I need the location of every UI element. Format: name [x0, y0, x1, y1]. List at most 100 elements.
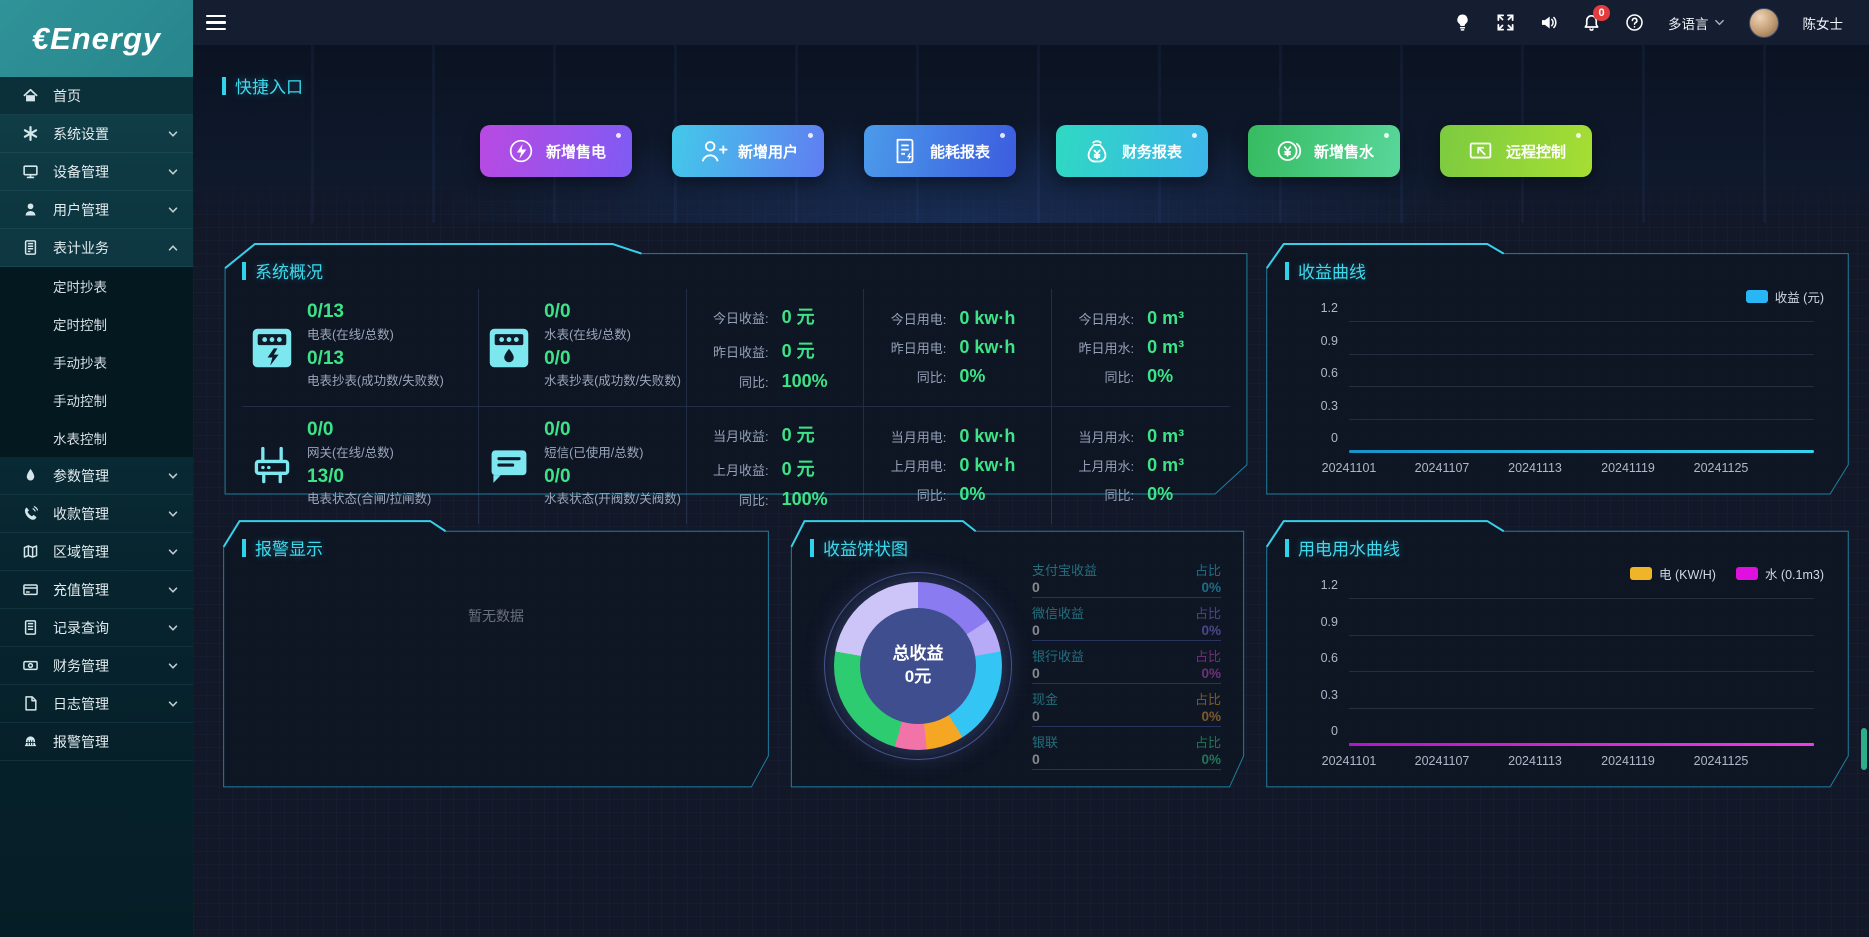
- meter-info: 0/0 短信(已使用/总数) 0/0 水表状态(开阀数/关阀数): [544, 419, 681, 513]
- sidebar-item-4[interactable]: 表计业务: [0, 229, 193, 267]
- y-axis-tick: 0.6: [1320, 366, 1338, 380]
- legend-label: 电 (KW/H): [1659, 568, 1716, 582]
- sidebar-subitem-6[interactable]: 定时控制: [0, 305, 193, 343]
- quick-entry-title: 快捷入口: [222, 73, 1850, 98]
- fullscreen-icon[interactable]: [1496, 13, 1515, 32]
- usage-curve-title-text: 用电用水曲线: [1298, 540, 1400, 559]
- sidebar-item-label: 报警管理: [53, 733, 109, 750]
- sidebar-subitem-8[interactable]: 手动控制: [0, 381, 193, 419]
- sidebar-item-15[interactable]: 财务管理: [0, 647, 193, 685]
- sidebar-subitem-7[interactable]: 手动抄表: [0, 343, 193, 381]
- username: 陈女士: [1802, 16, 1844, 32]
- quick-button-5[interactable]: 远程控制: [1440, 125, 1592, 177]
- sms-icon: [487, 444, 531, 488]
- meter-card: 0/13 电表(在线/总数) 0/13 电表抄表(成功数/失败数): [242, 289, 480, 407]
- donut-chart: 总收益 0元: [824, 571, 1012, 760]
- chart-plot: 0 0.3 0.6 0.9 1.2 20241101 20241107 20241113 202…: [1321, 301, 1814, 475]
- sidebar-item-2[interactable]: 设备管理: [0, 153, 193, 191]
- pie-legend-bottom: 0 0%: [1032, 751, 1221, 770]
- quick-button-4[interactable]: 新增售水: [1248, 125, 1400, 177]
- sidebar-item-label: 手动控制: [53, 394, 107, 409]
- sidebar-item-16[interactable]: 日志管理: [0, 685, 193, 723]
- sidebar-item-label: 用户管理: [53, 201, 109, 218]
- app-logo: €Energy: [0, 0, 193, 77]
- pie-legend-ratio-label: 占比: [1194, 606, 1221, 621]
- stat-label: 上月用水:: [1078, 459, 1135, 474]
- pie-legend-value: 0: [1032, 622, 1040, 638]
- sidebar-item-3[interactable]: 用户管理: [0, 191, 193, 229]
- pie-legend-bottom: 0 0%: [1032, 622, 1221, 641]
- sidebar-item-0[interactable]: 首页: [0, 77, 193, 115]
- stat-group-rows: 今日用水: 0 m³ 昨日用水: 0 m³ 同比: 0%: [1060, 300, 1222, 395]
- quick-button-label: 财务报表: [1121, 143, 1182, 161]
- speaker-icon[interactable]: [1539, 13, 1558, 32]
- pie-center-value: 0元: [904, 666, 932, 686]
- stat-row: 今日用水: 0 m³: [1060, 308, 1222, 329]
- stat-row: 上月用水: 0 m³: [1060, 455, 1222, 476]
- map-icon: [22, 543, 39, 560]
- sidebar-subitem-9[interactable]: 水表控制: [0, 419, 193, 457]
- sidebar-subitem-5[interactable]: 定时抄表: [0, 267, 193, 305]
- quick-button-3[interactable]: 财务报表: [1056, 125, 1208, 177]
- quick-button-2[interactable]: 能耗报表: [864, 125, 1016, 177]
- x-axis-tick: 20241101: [1321, 754, 1377, 768]
- bell-icon[interactable]: 0: [1582, 5, 1610, 32]
- chevron-down-icon: [167, 204, 179, 216]
- sidebar-item-label: 表计业务: [53, 239, 109, 256]
- sidebar-item-14[interactable]: 记录查询: [0, 609, 193, 647]
- quick-button-label: 新增售水: [1313, 143, 1374, 161]
- pie-legend-label: 微信收益: [1032, 606, 1085, 621]
- help-icon[interactable]: [1625, 13, 1644, 32]
- sidebar-item-17[interactable]: 报警管理: [0, 723, 193, 761]
- pie-legend-ratio-label: 占比: [1194, 563, 1221, 578]
- pie-legend-label: 银行收益: [1032, 649, 1085, 664]
- quick-button-1[interactable]: 新增用户: [672, 125, 824, 177]
- gridline: [1349, 598, 1814, 599]
- sidebar-item-label: 收款管理: [53, 505, 109, 522]
- pie-legend-row: 支付宝收益 占比 0 0%: [1032, 560, 1221, 598]
- stat-group: 当月收益: 0 元上月收益: 0 元同比: 100%: [687, 407, 865, 524]
- scrollbar-thumb[interactable]: [1861, 728, 1867, 770]
- revenue-pie-panel: 收益饼状图 总收益 0元 支付宝收益 占比 0 0% 微信收益 占比 0 0% 银行收益 占比 0 0…: [790, 520, 1245, 788]
- quick-button-0[interactable]: 新增售电: [480, 125, 632, 177]
- sidebar-item-11[interactable]: 收款管理: [0, 495, 193, 533]
- stat-label: 昨日用电:: [890, 341, 947, 356]
- bulb-icon[interactable]: [1453, 13, 1472, 32]
- chevron-down-icon: [167, 470, 179, 482]
- sidebar-item-10[interactable]: 参数管理: [0, 457, 193, 495]
- coin-yuan-icon: [1274, 136, 1304, 166]
- series-line: [1349, 449, 1814, 453]
- pie-legend-ratio-value: 0%: [1201, 666, 1221, 681]
- meter-label: 电表抄表(成功数/失败数): [307, 374, 444, 389]
- avatar[interactable]: [1748, 7, 1779, 38]
- sidebar-item-label: 定时控制: [53, 318, 107, 333]
- usage-curve-title: 用电用水曲线: [1285, 535, 1830, 560]
- y-axis-tick: 0.6: [1320, 651, 1338, 665]
- pie-legend-ratio-value: 0%: [1201, 709, 1221, 724]
- chart-legend: 电 (KW/H) 水 (0.1m3): [1285, 564, 1824, 583]
- pie-legend-row: 现金 占比 0 0%: [1032, 689, 1221, 727]
- legend-swatch: [1745, 290, 1768, 303]
- gridline: [1349, 634, 1814, 636]
- meter-value: 0/13: [307, 300, 344, 322]
- stat-row: 同比: 0%: [1060, 484, 1222, 505]
- monitor-icon: [22, 163, 39, 180]
- phone-icon: [22, 505, 39, 522]
- stat-label: 同比:: [916, 488, 947, 503]
- stat-label: 上月用电:: [890, 459, 947, 474]
- menu-icon[interactable]: [206, 14, 226, 31]
- stat-value: 0 kw·h: [959, 455, 1016, 475]
- report-icon: [890, 136, 920, 166]
- chevron-down-icon: [167, 584, 179, 596]
- revenue-chart: 收益 (元) 0 0.3 0.6 0.9 1.2 20241101 20241107 20241…: [1285, 283, 1830, 480]
- sidebar-item-12[interactable]: 区域管理: [0, 533, 193, 571]
- x-axis-tick: 20241125: [1693, 754, 1749, 768]
- pie-legend-top: 微信收益 占比: [1032, 603, 1221, 622]
- quick-button-label: 新增用户: [737, 143, 798, 161]
- sidebar-item-1[interactable]: 系统设置: [0, 115, 193, 153]
- gridline: [1349, 321, 1814, 322]
- pie-legend-top: 银联 占比: [1032, 732, 1221, 751]
- sidebar-item-label: 手动抄表: [53, 356, 107, 371]
- sidebar-item-13[interactable]: 充值管理: [0, 571, 193, 609]
- language-switcher[interactable]: 多语言: [1668, 13, 1725, 33]
